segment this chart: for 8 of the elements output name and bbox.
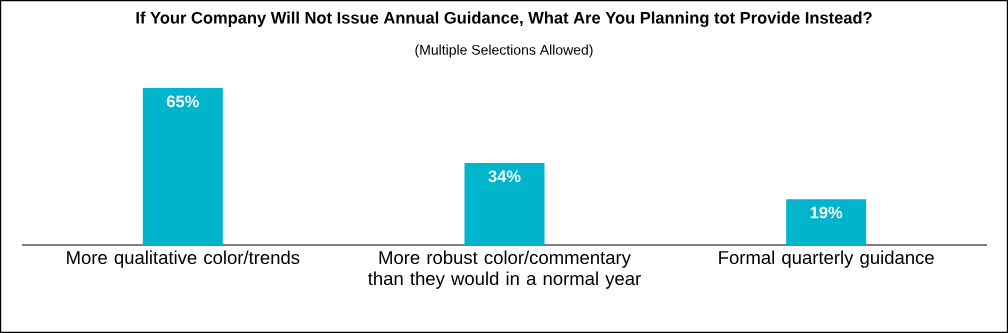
data-label: 65% <box>166 95 199 108</box>
chart-title: If Your Company Will Not Issue Annual Guidance, What Are You Planning tot Provide Instead? <box>136 11 872 27</box>
x-tick-label: Formal quarterly guidance <box>719 250 934 268</box>
x-tick-label: More qualitative color/trends <box>67 250 300 268</box>
data-label: 34% <box>488 170 521 183</box>
x-tick-label: More robust color/commentary than they would in a normal year <box>368 250 641 289</box>
data-label: 19% <box>810 206 843 219</box>
chart-subtitle: (Multiple Selections Allowed) <box>415 44 593 58</box>
